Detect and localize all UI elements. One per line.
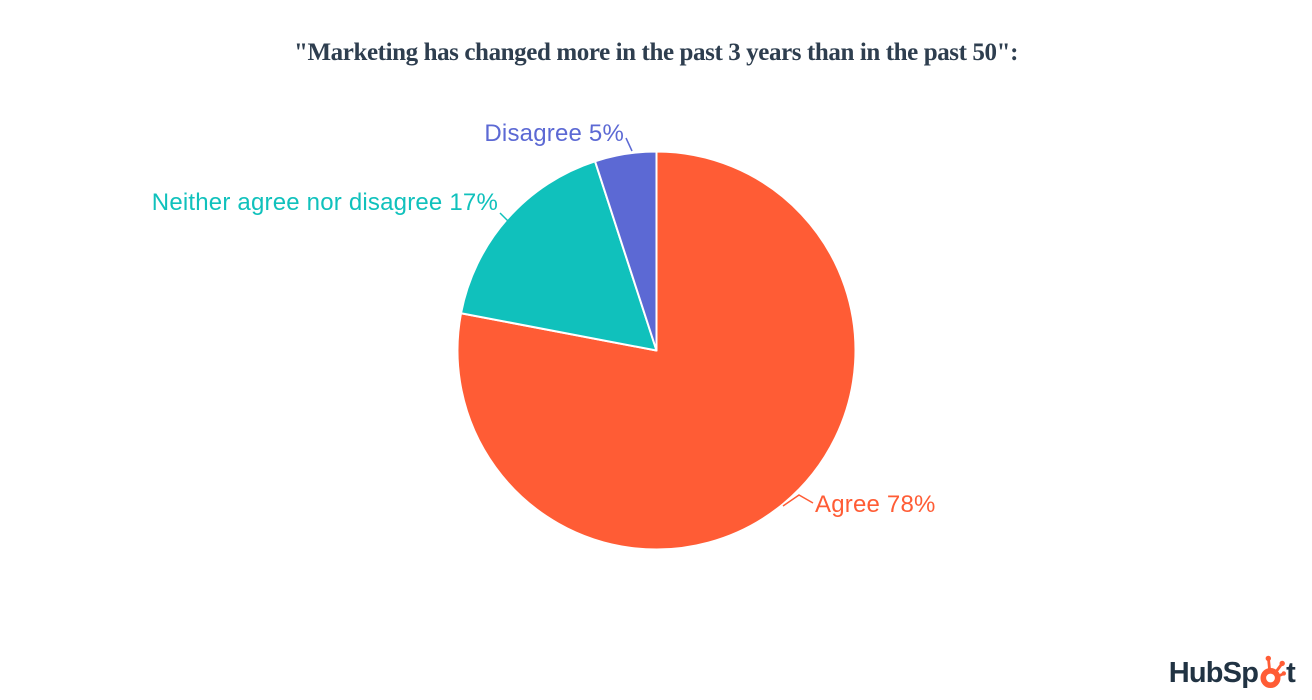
leader-line-agree xyxy=(782,494,814,507)
hubspot-sprocket-icon xyxy=(1260,655,1286,688)
slice-label-disagree: Disagree 5% xyxy=(484,120,624,147)
pie-slice-neither xyxy=(460,160,658,352)
slice-label-agree: Agree 78% xyxy=(815,491,936,518)
leader-line-neither xyxy=(499,212,509,222)
slice-label-neither: Neither agree nor disagree 17% xyxy=(151,189,498,216)
pie-slice-disagree xyxy=(594,150,658,352)
hubspot-logo: HubSp t xyxy=(1168,653,1296,689)
pie-slice-agree xyxy=(456,150,857,551)
chart-title: "Marketing has changed more in the past … xyxy=(293,39,1019,66)
hubspot-wordmark-left: HubSp xyxy=(1168,657,1259,689)
hubspot-wordmark-right: t xyxy=(1286,657,1296,689)
leader-line-disagree xyxy=(625,137,633,152)
